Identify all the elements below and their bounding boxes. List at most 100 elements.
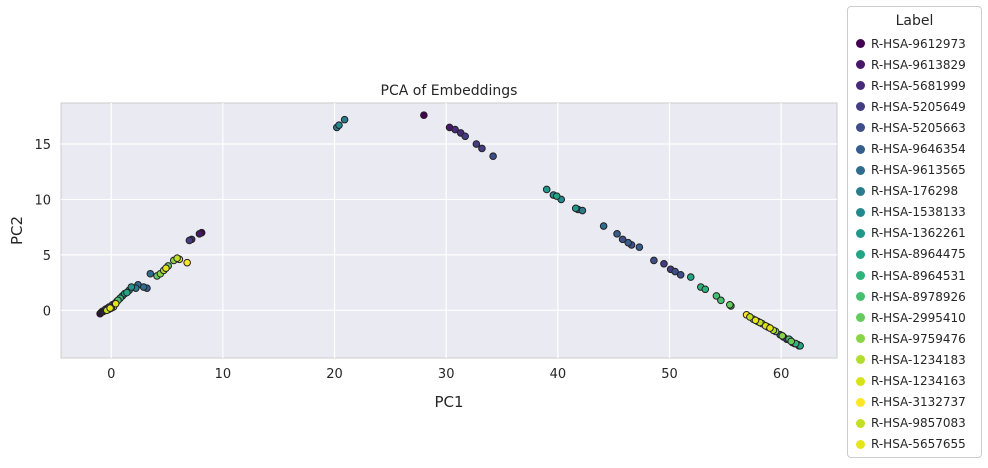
legend-swatch bbox=[856, 207, 865, 217]
legend-swatch bbox=[856, 292, 865, 302]
data-point bbox=[106, 304, 114, 312]
legend-entry: R-HSA-3132737 bbox=[856, 392, 981, 413]
legend-swatch bbox=[856, 397, 865, 407]
data-point bbox=[599, 222, 608, 230]
legend-swatch bbox=[856, 102, 865, 112]
legend-entry: R-HSA-9857083 bbox=[856, 413, 981, 434]
legend-label: R-HSA-9613829 bbox=[871, 57, 966, 72]
data-point bbox=[717, 296, 725, 305]
y-tick-label: 10 bbox=[34, 193, 51, 208]
x-axis-label: PC1 bbox=[434, 393, 463, 411]
data-point bbox=[624, 238, 633, 247]
data-point bbox=[618, 235, 627, 244]
data-point bbox=[701, 285, 710, 294]
legend-swatch bbox=[856, 439, 865, 449]
legend-swatch bbox=[856, 376, 865, 386]
data-point bbox=[420, 111, 428, 119]
legend-swatch bbox=[856, 355, 865, 365]
legend-label: R-HSA-5205663 bbox=[871, 120, 966, 135]
legend-entry: R-HSA-5205649 bbox=[856, 96, 981, 117]
x-tick-label: 60 bbox=[773, 367, 790, 382]
legend-label: R-HSA-8978926 bbox=[871, 289, 966, 304]
data-point bbox=[542, 185, 551, 194]
legend-entry: R-HSA-1234183 bbox=[856, 349, 981, 370]
legend-entry: R-HSA-1362261 bbox=[856, 223, 981, 244]
legend-swatch bbox=[856, 334, 865, 344]
data-point bbox=[726, 300, 734, 309]
legend: Label R-HSA-9612973 R-HSA-9613829 R-HSA-56… bbox=[847, 6, 982, 458]
data-point bbox=[123, 288, 131, 297]
legend-label: R-HSA-8964475 bbox=[871, 247, 966, 262]
data-point bbox=[478, 144, 486, 153]
data-point bbox=[686, 273, 695, 281]
data-point bbox=[139, 283, 148, 291]
chart-title: PCA of Embeddings bbox=[381, 83, 518, 99]
legend-items: R-HSA-9612973 R-HSA-9613829 R-HSA-5681999 R… bbox=[856, 33, 981, 455]
legend-entry: R-HSA-8978926 bbox=[856, 286, 981, 307]
data-point bbox=[195, 230, 204, 238]
legend-entry: R-HSA-5657655 bbox=[856, 434, 981, 455]
legend-label: R-HSA-5657655 bbox=[871, 437, 966, 452]
legend-swatch bbox=[856, 418, 865, 428]
legend-swatch bbox=[856, 81, 865, 91]
legend-entry: R-HSA-1538133 bbox=[856, 202, 981, 223]
data-point bbox=[173, 254, 181, 263]
legend-label: R-HSA-9612973 bbox=[871, 36, 966, 51]
legend-label: R-HSA-9646354 bbox=[871, 142, 966, 157]
legend-entry: R-HSA-176298 bbox=[856, 181, 981, 202]
data-point bbox=[335, 121, 343, 129]
data-point bbox=[111, 299, 120, 308]
data-point bbox=[751, 316, 760, 325]
data-point bbox=[746, 313, 754, 321]
legend-swatch bbox=[856, 228, 865, 238]
legend-label: R-HSA-2995410 bbox=[871, 310, 966, 325]
data-point bbox=[472, 140, 481, 148]
legend-entry: R-HSA-9612973 bbox=[856, 33, 981, 54]
legend-label: R-HSA-176298 bbox=[871, 184, 959, 199]
data-point bbox=[162, 264, 170, 272]
data-point bbox=[613, 230, 621, 238]
legend-entry: R-HSA-5681999 bbox=[856, 75, 981, 96]
legend-label: R-HSA-5681999 bbox=[871, 78, 966, 93]
data-point bbox=[571, 204, 580, 213]
legend-entry: R-HSA-2995410 bbox=[856, 307, 981, 328]
legend-label: R-HSA-1234163 bbox=[871, 374, 966, 389]
y-tick-label: 15 bbox=[34, 138, 51, 153]
x-tick-label: 30 bbox=[438, 367, 455, 382]
plot-background bbox=[60, 102, 838, 359]
data-point bbox=[578, 206, 587, 215]
x-tick-label: 10 bbox=[215, 367, 232, 382]
legend-swatch bbox=[856, 144, 865, 154]
x-tick-label: 20 bbox=[326, 367, 343, 382]
data-point bbox=[676, 271, 685, 279]
legend-swatch bbox=[856, 60, 865, 70]
legend-swatch bbox=[856, 186, 865, 196]
legend-swatch bbox=[856, 123, 865, 133]
data-point bbox=[552, 192, 561, 200]
legend-entry: R-HSA-9613829 bbox=[856, 54, 981, 75]
data-point bbox=[660, 259, 668, 268]
x-tick-label: 0 bbox=[107, 367, 115, 382]
legend-label: R-HSA-5205649 bbox=[871, 99, 966, 114]
legend-swatch bbox=[856, 165, 865, 175]
data-point bbox=[185, 236, 194, 245]
data-point bbox=[461, 132, 469, 141]
y-axis-label: PC2 bbox=[8, 216, 26, 245]
legend-entry: R-HSA-9646354 bbox=[856, 138, 981, 159]
legend-label: R-HSA-9613565 bbox=[871, 163, 966, 178]
legend-swatch bbox=[856, 271, 865, 281]
y-tick-label: 5 bbox=[43, 249, 51, 264]
legend-swatch bbox=[856, 39, 865, 49]
legend-label: R-HSA-3132737 bbox=[871, 395, 966, 410]
data-point bbox=[451, 125, 459, 134]
data-point bbox=[712, 292, 721, 300]
data-point bbox=[635, 243, 644, 251]
x-tick-label: 40 bbox=[550, 367, 567, 382]
data-point bbox=[650, 256, 658, 265]
data-point bbox=[127, 283, 136, 291]
legend-entry: R-HSA-1234163 bbox=[856, 371, 981, 392]
legend-swatch bbox=[856, 249, 865, 259]
legend-label: R-HSA-9857083 bbox=[871, 416, 966, 431]
